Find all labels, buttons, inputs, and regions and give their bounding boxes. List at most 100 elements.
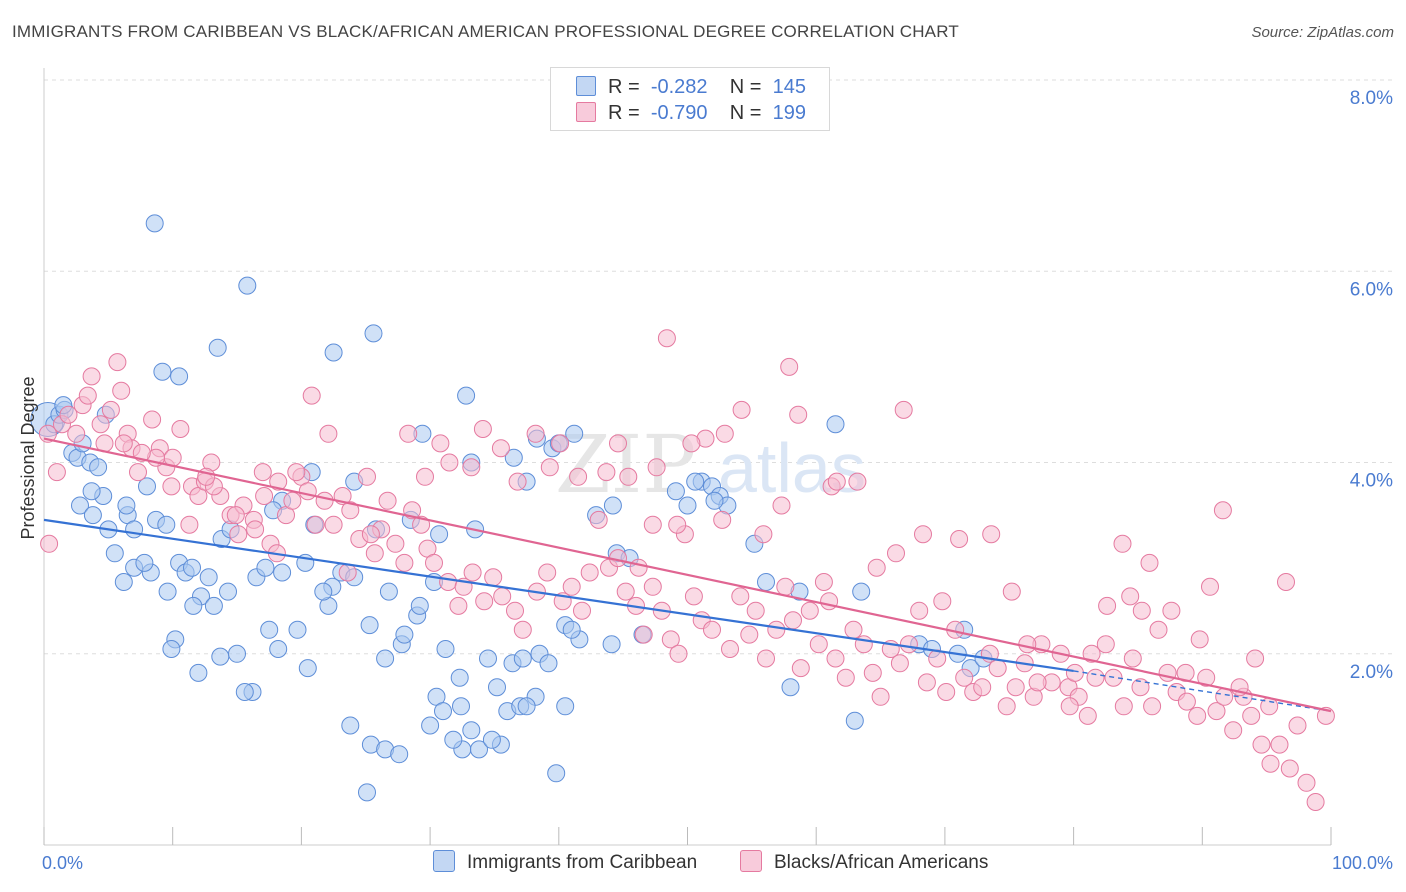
point-black-african-american bbox=[887, 544, 905, 563]
point-black-african-american bbox=[1188, 706, 1207, 725]
point-black-african-american bbox=[757, 649, 775, 668]
point-black-african-american bbox=[668, 515, 687, 534]
point-black-african-american bbox=[67, 424, 86, 443]
point-black-african-american bbox=[1277, 573, 1295, 591]
point-caribbean bbox=[686, 472, 705, 491]
bottom-legend-swatch-blue bbox=[433, 850, 455, 872]
point-black-african-american bbox=[1306, 793, 1325, 811]
point-black-african-american bbox=[661, 630, 680, 649]
point-caribbean bbox=[158, 582, 177, 601]
point-caribbean bbox=[208, 338, 227, 357]
point-black-african-american bbox=[731, 587, 750, 606]
point-black-african-american bbox=[493, 587, 512, 606]
point-black-african-american bbox=[917, 673, 936, 692]
point-black-african-american bbox=[1197, 668, 1216, 687]
point-caribbean bbox=[479, 649, 497, 668]
legend-r-label: R = bbox=[608, 76, 640, 98]
point-caribbean bbox=[360, 616, 379, 635]
point-black-african-american bbox=[955, 668, 974, 687]
point-caribbean bbox=[562, 620, 581, 639]
point-caribbean bbox=[235, 683, 254, 701]
point-black-african-american bbox=[910, 601, 929, 620]
point-caribbean bbox=[71, 496, 89, 515]
series-black-african-american bbox=[38, 329, 1335, 811]
point-caribbean bbox=[269, 640, 288, 658]
point-black-african-american bbox=[814, 573, 833, 591]
point-black-african-american bbox=[1190, 630, 1209, 649]
point-caribbean bbox=[157, 515, 176, 534]
point-caribbean bbox=[826, 415, 845, 434]
point-black-african-american bbox=[609, 434, 627, 453]
source-label: Source: ZipAtlas.com bbox=[1251, 24, 1394, 41]
point-black-african-american bbox=[38, 424, 57, 443]
point-black-african-american bbox=[634, 625, 653, 644]
point-caribbean bbox=[845, 711, 864, 730]
point-black-african-american bbox=[78, 386, 97, 405]
point-black-african-american bbox=[473, 420, 492, 438]
point-caribbean bbox=[452, 697, 470, 716]
point-black-african-american bbox=[1006, 678, 1025, 697]
point-black-african-american bbox=[871, 687, 890, 706]
point-black-african-american bbox=[246, 520, 265, 539]
chart-title: IMMIGRANTS FROM CARIBBEAN VS BLACK/AFRIC… bbox=[12, 22, 959, 41]
point-black-african-american bbox=[361, 525, 380, 544]
point-black-african-american bbox=[791, 659, 810, 678]
point-black-african-american bbox=[395, 553, 414, 572]
point-black-african-american bbox=[440, 453, 459, 472]
point-caribbean bbox=[757, 573, 775, 591]
point-caribbean bbox=[82, 482, 101, 501]
point-black-african-american bbox=[684, 587, 703, 606]
point-black-african-american bbox=[112, 381, 131, 400]
point-black-african-american bbox=[643, 515, 662, 534]
y-tick-label: 6.0% bbox=[1350, 279, 1393, 300]
point-black-african-american bbox=[647, 458, 666, 477]
trendlines bbox=[43, 437, 1332, 713]
point-black-african-american bbox=[91, 415, 110, 434]
bottom-legend-label: Immigrants from Caribbean bbox=[467, 852, 698, 873]
legend-n-value: 145 bbox=[772, 76, 806, 98]
point-caribbean bbox=[219, 582, 237, 601]
point-black-african-american bbox=[40, 534, 59, 553]
point-caribbean bbox=[390, 745, 409, 764]
point-black-african-american bbox=[59, 405, 78, 424]
point-caribbean bbox=[421, 716, 440, 735]
point-caribbean bbox=[482, 730, 501, 749]
point-black-african-american bbox=[1213, 501, 1232, 520]
point-black-african-american bbox=[772, 496, 791, 515]
point-black-african-american bbox=[899, 635, 918, 654]
point-black-african-american bbox=[462, 458, 481, 477]
y-tick-label: 8.0% bbox=[1350, 88, 1393, 109]
point-caribbean bbox=[273, 563, 292, 582]
point-caribbean bbox=[513, 649, 532, 668]
point-black-african-american bbox=[431, 434, 450, 453]
point-black-african-american bbox=[1270, 735, 1289, 754]
point-black-african-american bbox=[1132, 601, 1151, 620]
point-caribbean bbox=[260, 620, 279, 639]
point-caribbean bbox=[238, 276, 257, 295]
point-black-african-american bbox=[682, 434, 701, 453]
point-caribbean bbox=[488, 678, 506, 697]
point-caribbean bbox=[705, 491, 724, 510]
point-black-african-american bbox=[937, 683, 956, 701]
point-black-african-american bbox=[143, 410, 162, 429]
watermark-atlas: atlas bbox=[718, 429, 866, 507]
point-caribbean bbox=[114, 573, 133, 591]
point-caribbean bbox=[256, 558, 275, 577]
point-black-african-american bbox=[1114, 697, 1133, 716]
point-caribbean bbox=[462, 721, 481, 740]
point-black-african-american bbox=[540, 458, 559, 477]
point-black-african-american bbox=[1149, 620, 1168, 639]
point-black-african-american bbox=[746, 601, 765, 620]
point-caribbean bbox=[852, 582, 871, 601]
point-black-african-american bbox=[1201, 577, 1219, 596]
point-black-african-american bbox=[1028, 673, 1047, 692]
bottom-legend-black-african-american: Blacks/African Americans bbox=[740, 850, 988, 874]
point-caribbean bbox=[547, 764, 566, 783]
point-black-african-american bbox=[589, 510, 608, 529]
point-black-african-american bbox=[809, 635, 828, 654]
legend-n-label: N = bbox=[729, 76, 762, 98]
point-black-african-american bbox=[378, 491, 397, 510]
point-caribbean bbox=[504, 448, 523, 467]
point-black-african-american bbox=[101, 400, 120, 419]
point-black-african-american bbox=[1224, 721, 1243, 740]
